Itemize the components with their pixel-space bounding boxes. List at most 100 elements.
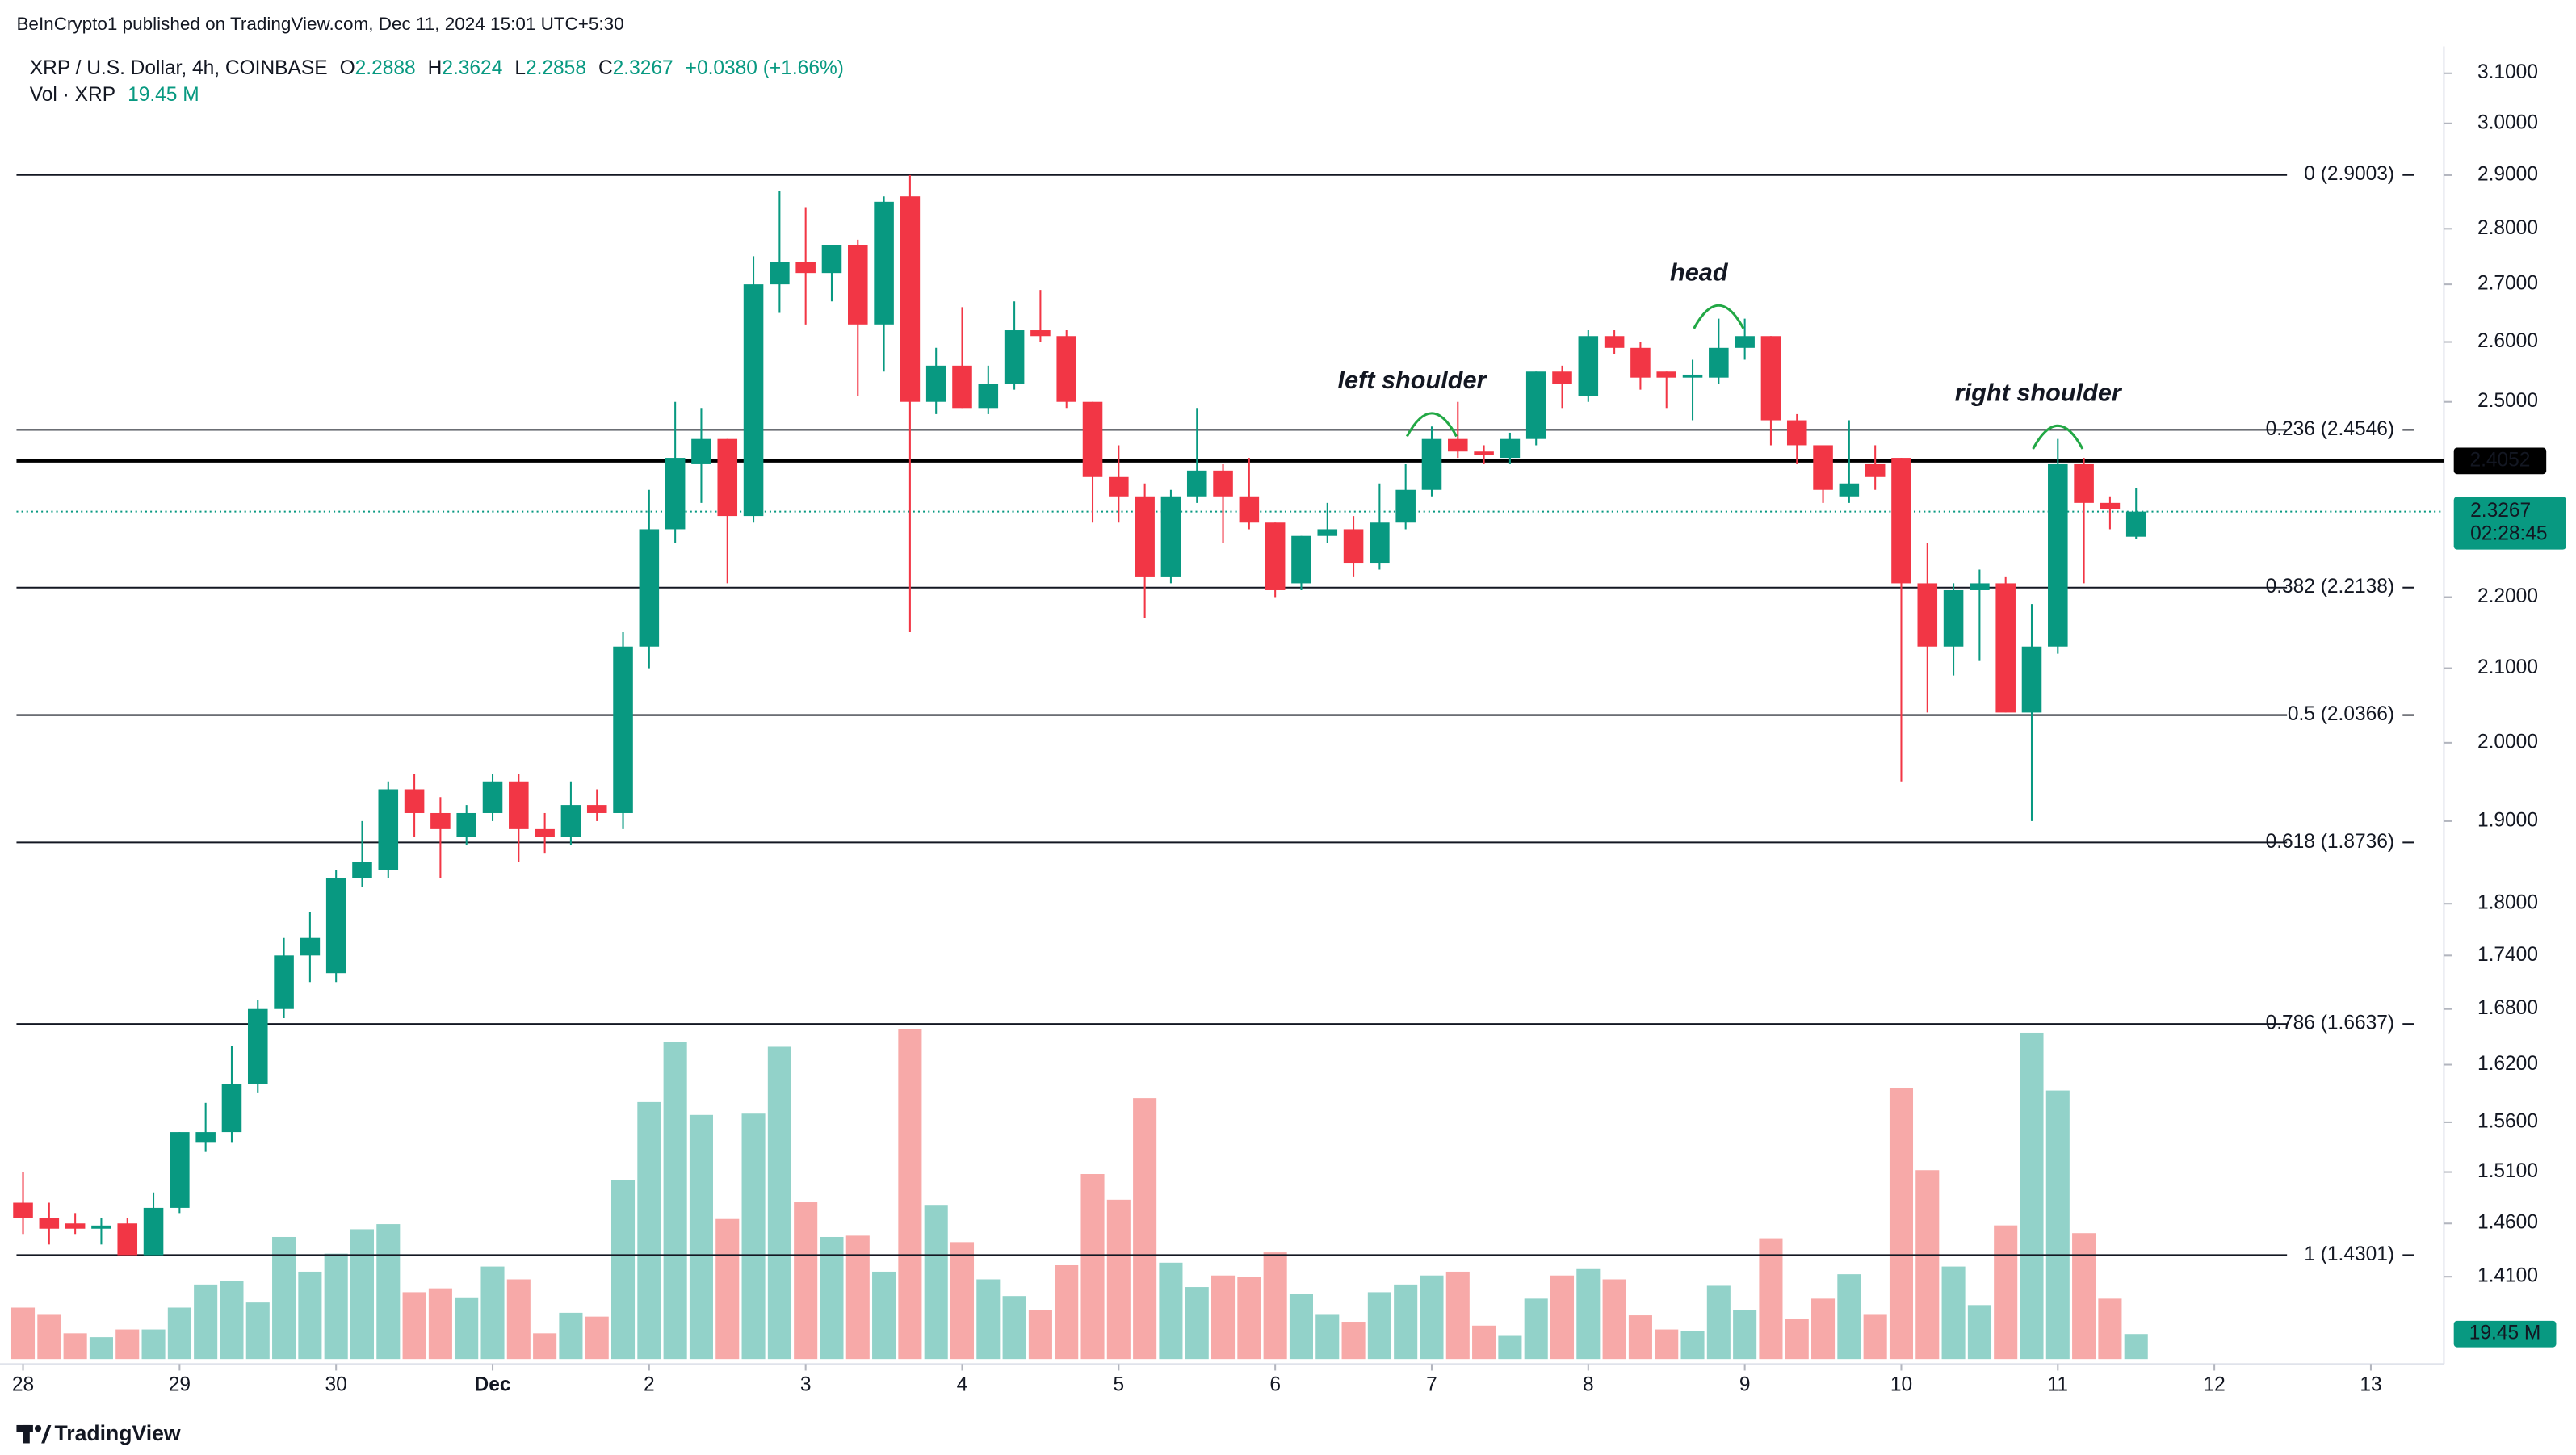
y-tick-label: 1.4600: [2477, 1212, 2538, 1234]
candle-body: [1656, 371, 1677, 378]
volume-bar: [1967, 1305, 1991, 1360]
volume-value: 19.45 M: [128, 84, 199, 106]
annotation-arc: [1405, 412, 1458, 438]
x-tick-label: 13: [2360, 1373, 2381, 1395]
candle-body: [1525, 371, 1546, 439]
candle-body: [1056, 336, 1076, 402]
candle-body: [221, 1084, 242, 1133]
legend: XRP / U.S. Dollar, 4h, COINBASE O2.2888 …: [30, 58, 844, 80]
fib-label: 0.618 (1.8736): [2266, 831, 2394, 853]
candle-body: [1865, 463, 1886, 477]
candle-body: [170, 1132, 190, 1208]
candle-body: [1995, 583, 2016, 713]
volume-bar: [1185, 1287, 1209, 1360]
annotation: right shoulder: [1955, 379, 2123, 407]
fib-label: 0.786 (1.6637): [2266, 1013, 2394, 1034]
candle-body: [195, 1132, 216, 1143]
candle-body: [1109, 476, 1129, 497]
legend-value: 2.3267: [613, 58, 673, 80]
candle-body: [1604, 336, 1625, 348]
candle-body: [1030, 330, 1051, 337]
candle-body: [2074, 463, 2094, 503]
volume-bar: [663, 1042, 687, 1360]
fib-label: 0 (2.9003): [2304, 163, 2394, 185]
volume-bar: [350, 1229, 375, 1360]
candle-body: [1082, 401, 1103, 477]
candle-body: [2048, 463, 2068, 647]
volume-bar: [1472, 1325, 1496, 1360]
legend-l: L: [514, 58, 526, 80]
y-tick-label: 2.0000: [2477, 731, 2538, 753]
volume-bar: [1367, 1292, 1391, 1360]
candle-body: [404, 789, 425, 813]
candle-body: [1421, 438, 1442, 490]
annotation: head: [1670, 259, 1729, 287]
volume-bar: [2020, 1032, 2044, 1360]
candle-body: [1552, 371, 1572, 384]
candle-body: [821, 245, 842, 274]
annotation-arc: [1693, 304, 1745, 329]
volume-bar: [976, 1279, 1001, 1360]
candle-body: [1943, 589, 1964, 647]
y-tick-label: 1.6800: [2477, 997, 2538, 1019]
volume-bar: [872, 1271, 896, 1360]
volume-bar: [402, 1292, 426, 1360]
candle-body: [1500, 438, 1521, 459]
x-tick-label: 4: [957, 1373, 968, 1395]
price-line-box: [2453, 447, 2547, 475]
volume-bar: [2045, 1090, 2070, 1360]
volume-bar: [794, 1202, 818, 1360]
candle-body: [352, 862, 372, 878]
volume-bar: [898, 1029, 922, 1360]
candle-body: [117, 1223, 138, 1256]
candle-body: [613, 646, 633, 813]
x-tick-label: 6: [1269, 1373, 1281, 1395]
candle-body: [456, 812, 476, 837]
last-price-label: 2.3267: [2470, 500, 2531, 522]
candle-body: [1265, 522, 1286, 590]
candle-body: [1760, 336, 1781, 421]
candle-body: [535, 828, 555, 837]
x-tick-label: 7: [1426, 1373, 1437, 1395]
candle-body: [743, 284, 764, 517]
volume-bar: [506, 1279, 531, 1360]
x-tick-label: 2: [644, 1373, 655, 1395]
y-tick-label: 2.5000: [2477, 390, 2538, 412]
candle-body: [143, 1207, 164, 1256]
fib-label: 0.236 (2.4546): [2266, 418, 2394, 440]
candle-body: [1370, 522, 1390, 564]
candle-body: [1291, 535, 1311, 584]
y-tick-label: 1.8000: [2477, 892, 2538, 914]
y-tick-label: 3.0000: [2477, 111, 2538, 133]
candle-body: [952, 365, 972, 409]
y-tick-label: 2.6000: [2477, 330, 2538, 352]
volume-bar: [298, 1271, 322, 1360]
volume-bar: [1237, 1277, 1261, 1360]
x-tick-label: Dec: [475, 1373, 511, 1395]
fib-label: 0.382 (2.2138): [2266, 576, 2394, 598]
candle-body: [1786, 420, 1807, 446]
logo-mark: [23, 1424, 30, 1444]
y-tick-label: 2.9000: [2477, 163, 2538, 185]
candle-body: [1474, 451, 1494, 455]
header: BeInCrypto1 published on TradingView.com…: [16, 14, 623, 34]
volume-bar: [1106, 1199, 1131, 1360]
candle-body: [274, 955, 294, 1009]
volume-bar: [245, 1302, 270, 1360]
candle-body: [978, 384, 999, 409]
x-tick-label: 5: [1114, 1373, 1125, 1395]
y-tick-label: 1.5600: [2477, 1110, 2538, 1132]
candle-body: [1917, 583, 1938, 647]
volume-bar: [767, 1046, 791, 1360]
volume-bar: [533, 1333, 557, 1360]
legend-value: 2.2858: [526, 58, 586, 80]
countdown: 02:28:45: [2470, 523, 2547, 545]
volume-bar: [1524, 1298, 1548, 1360]
volume-bar: [1680, 1331, 1705, 1360]
volume-bar: [1837, 1274, 1861, 1360]
candle-body: [91, 1225, 111, 1229]
volume-bar: [610, 1180, 636, 1360]
